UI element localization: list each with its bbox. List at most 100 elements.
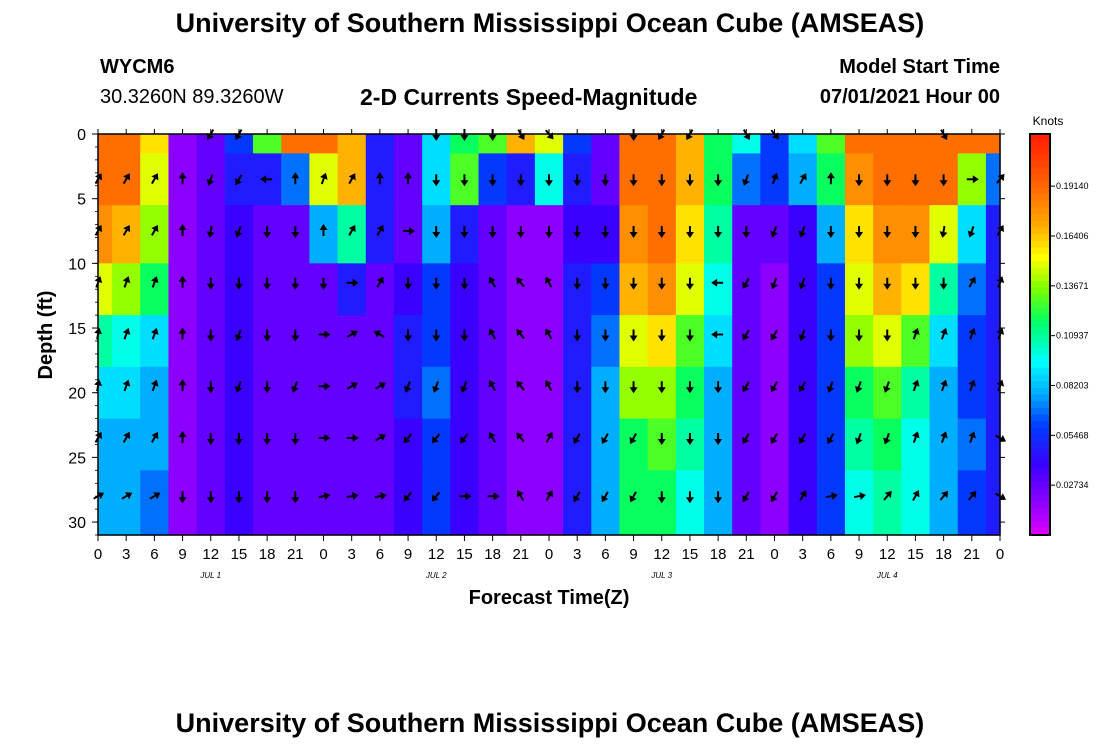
current-arrow	[178, 379, 187, 392]
x-tick-label: 12	[653, 546, 670, 563]
current-arrow	[826, 277, 835, 290]
heat-cell	[393, 418, 423, 471]
heat-cell	[196, 263, 226, 316]
current-arrow	[178, 275, 187, 288]
y-tick-label: 5	[77, 192, 86, 209]
colorbar-segment	[1030, 220, 1050, 229]
heat-cell	[253, 418, 282, 471]
heat-cell	[591, 263, 621, 316]
heat-cell	[112, 263, 141, 316]
heat-cell	[760, 470, 790, 517]
current-arrow	[742, 226, 751, 239]
colorbar-segment	[1030, 240, 1050, 249]
heat-cell	[224, 315, 254, 368]
current-arrow	[770, 277, 778, 290]
heat-cell	[873, 263, 902, 316]
current-arrow	[376, 276, 384, 288]
colorbar-segment	[1030, 314, 1050, 322]
heat-cell	[337, 470, 367, 517]
current-arrow	[799, 490, 807, 502]
heat-cell	[98, 470, 113, 517]
current-arrow	[122, 431, 131, 443]
colorbar-segment	[1030, 408, 1050, 416]
heat-cell	[844, 315, 874, 368]
current-arrow	[685, 277, 694, 290]
heat-cell	[450, 263, 480, 316]
chart-subtitle: 2-D Currents Speed-Magnitude	[360, 84, 698, 110]
heat-cell	[985, 134, 1001, 155]
current-arrow	[714, 432, 723, 445]
x-tick-label: 21	[512, 546, 529, 563]
current-arrow	[714, 174, 723, 187]
heat-cell	[281, 263, 311, 316]
current-arrow	[714, 381, 723, 394]
current-arrow	[346, 382, 358, 390]
heat-cell	[281, 366, 311, 420]
heat-cell	[450, 134, 480, 155]
heat-cell	[422, 134, 451, 155]
heat-cell	[140, 315, 170, 368]
heat-cell	[844, 470, 874, 517]
current-arrow	[601, 226, 610, 239]
current-arrow	[883, 329, 892, 342]
colorbar-segment	[1030, 428, 1050, 436]
heat-cell	[450, 418, 480, 471]
current-arrow	[545, 226, 553, 239]
current-arrow	[404, 329, 413, 342]
current-arrow	[263, 329, 272, 342]
current-arrow	[346, 330, 358, 338]
current-arrow	[967, 225, 976, 238]
heat-cell	[478, 366, 508, 420]
heat-cell	[309, 134, 339, 155]
heat-cell	[422, 515, 451, 536]
current-arrow	[968, 276, 976, 288]
colorbar-segment	[1030, 294, 1050, 302]
heat-cell	[760, 134, 790, 155]
heat-cell	[563, 263, 592, 316]
current-arrow	[629, 491, 637, 503]
heat-cell	[788, 315, 818, 368]
colorbar-segment	[1030, 488, 1050, 496]
heat-cell	[478, 418, 508, 471]
heat-cell	[337, 515, 367, 536]
x-tick-label: 0	[319, 546, 327, 563]
current-arrow	[601, 174, 610, 187]
current-arrow	[122, 379, 131, 392]
heat-cell	[816, 418, 846, 471]
heat-cell	[253, 263, 282, 316]
heat-cell	[309, 366, 339, 420]
x-tick-label: 0	[545, 546, 553, 563]
x-tick-label: 12	[879, 546, 896, 563]
heat-cell	[393, 315, 423, 368]
heat-cell	[985, 315, 1001, 368]
colorbar-segment	[1030, 387, 1050, 396]
current-arrow	[374, 492, 387, 500]
current-arrow	[206, 432, 215, 445]
current-arrow	[770, 381, 778, 393]
current-arrow	[206, 277, 215, 290]
current-arrow	[291, 277, 300, 290]
x-tick-label: 18	[935, 546, 952, 563]
axes: 0 3 6 9 12 15 18 21 0 3 6 9 12 15 18 21 0 3 6 9 12 15 18 21 0 3 6 9…	[68, 127, 1005, 580]
current-arrow	[431, 433, 441, 444]
colorbar-segment	[1030, 187, 1050, 195]
colorbar-segment	[1030, 287, 1050, 295]
current-arrow	[206, 225, 215, 238]
heat-cell	[393, 134, 423, 155]
current-arrow	[263, 432, 272, 445]
heat-cell	[98, 366, 113, 420]
heat-cell	[112, 134, 141, 155]
current-arrow	[770, 225, 778, 238]
heat-cell	[957, 263, 987, 316]
heat-cell	[647, 366, 677, 420]
current-arrow	[855, 174, 864, 187]
current-arrow	[403, 227, 416, 236]
current-vectors	[93, 129, 1007, 504]
current-arrow	[629, 329, 638, 342]
colorbar-segment	[1030, 234, 1050, 242]
current-arrow	[742, 381, 750, 393]
heat-cell	[788, 515, 818, 536]
heat-cell	[901, 134, 931, 155]
colorbar-segment	[1030, 194, 1050, 202]
current-arrow	[121, 492, 133, 500]
